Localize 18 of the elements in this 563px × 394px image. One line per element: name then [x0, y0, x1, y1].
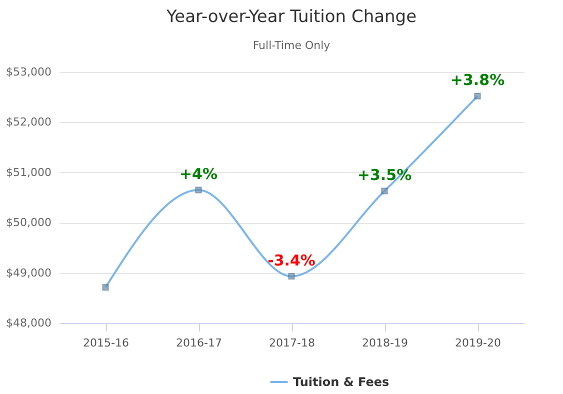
y-tick-label: $49,000: [6, 266, 52, 280]
annotation: -3.4%: [268, 251, 316, 270]
x-tick-label: 2019-20: [455, 336, 501, 350]
x-tick-label: 2015-16: [83, 336, 129, 350]
chart-title: Year-over-Year Tuition Change: [165, 7, 417, 27]
x-tick-label: 2017-18: [269, 336, 315, 350]
annotation: +3.5%: [357, 166, 412, 184]
legend-label: Tuition & Fees: [293, 375, 390, 389]
y-tick-label: $51,000: [6, 166, 52, 179]
chart-subtitle: Full-Time Only: [252, 39, 331, 52]
annotation: +3.8%: [450, 71, 505, 90]
x-tick-label: 2018-19: [362, 336, 408, 350]
y-tick-label: $53,000: [6, 66, 52, 78]
y-tick-label: $52,000: [6, 116, 52, 129]
y-tick-label: $50,000: [6, 216, 52, 230]
annotation: +4%: [179, 164, 218, 183]
y-tick-label: $48,000: [6, 316, 52, 330]
x-tick-label: 2016-17: [176, 336, 222, 350]
